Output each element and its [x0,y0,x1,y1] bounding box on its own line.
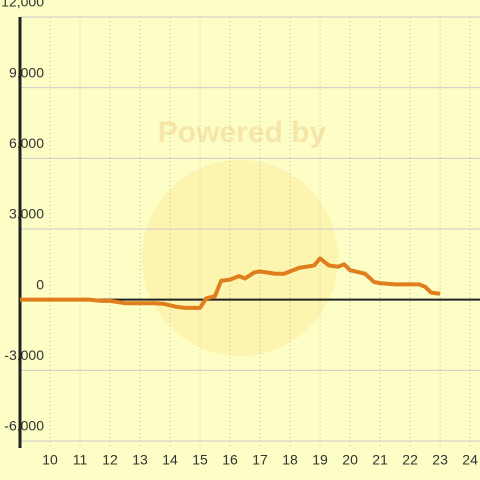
x-tick-label: 16 [222,452,238,468]
x-tick-label: 22 [402,452,418,468]
y-tick-label: 6,000 [9,135,44,151]
data-line [20,256,441,310]
x-tick-label: 17 [252,452,268,468]
x-tick-label: 12 [102,452,118,468]
x-tick-label: 23 [432,452,448,468]
x-tick-label: 21 [372,452,388,468]
y-tick-label: -6,000 [4,418,44,434]
x-tick-label: 10 [42,452,58,468]
watermark-logo [142,160,338,356]
y-tick-label: 12,000 [1,0,44,10]
x-tick-label: 11 [73,452,88,468]
x-tick-label: 19 [312,452,328,468]
x-tick-label: 13 [132,452,148,468]
y-tick-label: 9,000 [9,64,44,80]
watermark: Powered by [158,116,327,149]
x-tick-label: 20 [342,452,358,468]
x-tick-label: 14 [162,452,178,468]
y-tick-label: 3,000 [9,206,44,222]
x-tick-label: 18 [282,452,298,468]
x-tick-label: 15 [192,452,208,468]
y-tick-label: -3,000 [4,347,44,363]
y-tick-label: 0 [36,276,44,292]
x-tick-label: 24 [462,452,478,468]
